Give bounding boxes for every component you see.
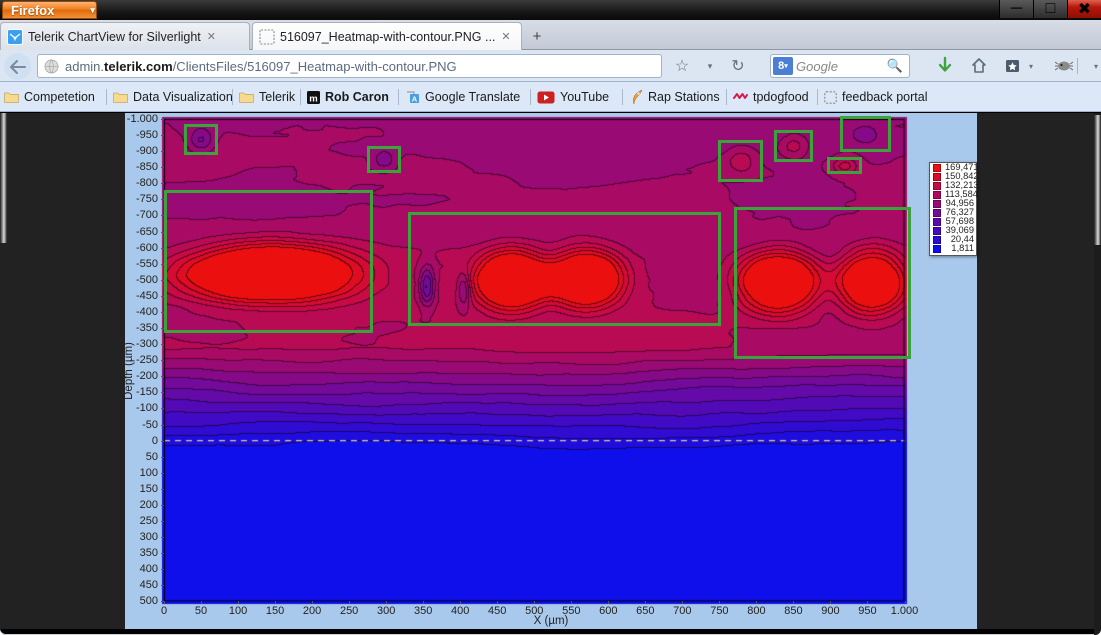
svg-text:m: m [309,93,317,104]
svg-text:A: A [412,94,418,103]
